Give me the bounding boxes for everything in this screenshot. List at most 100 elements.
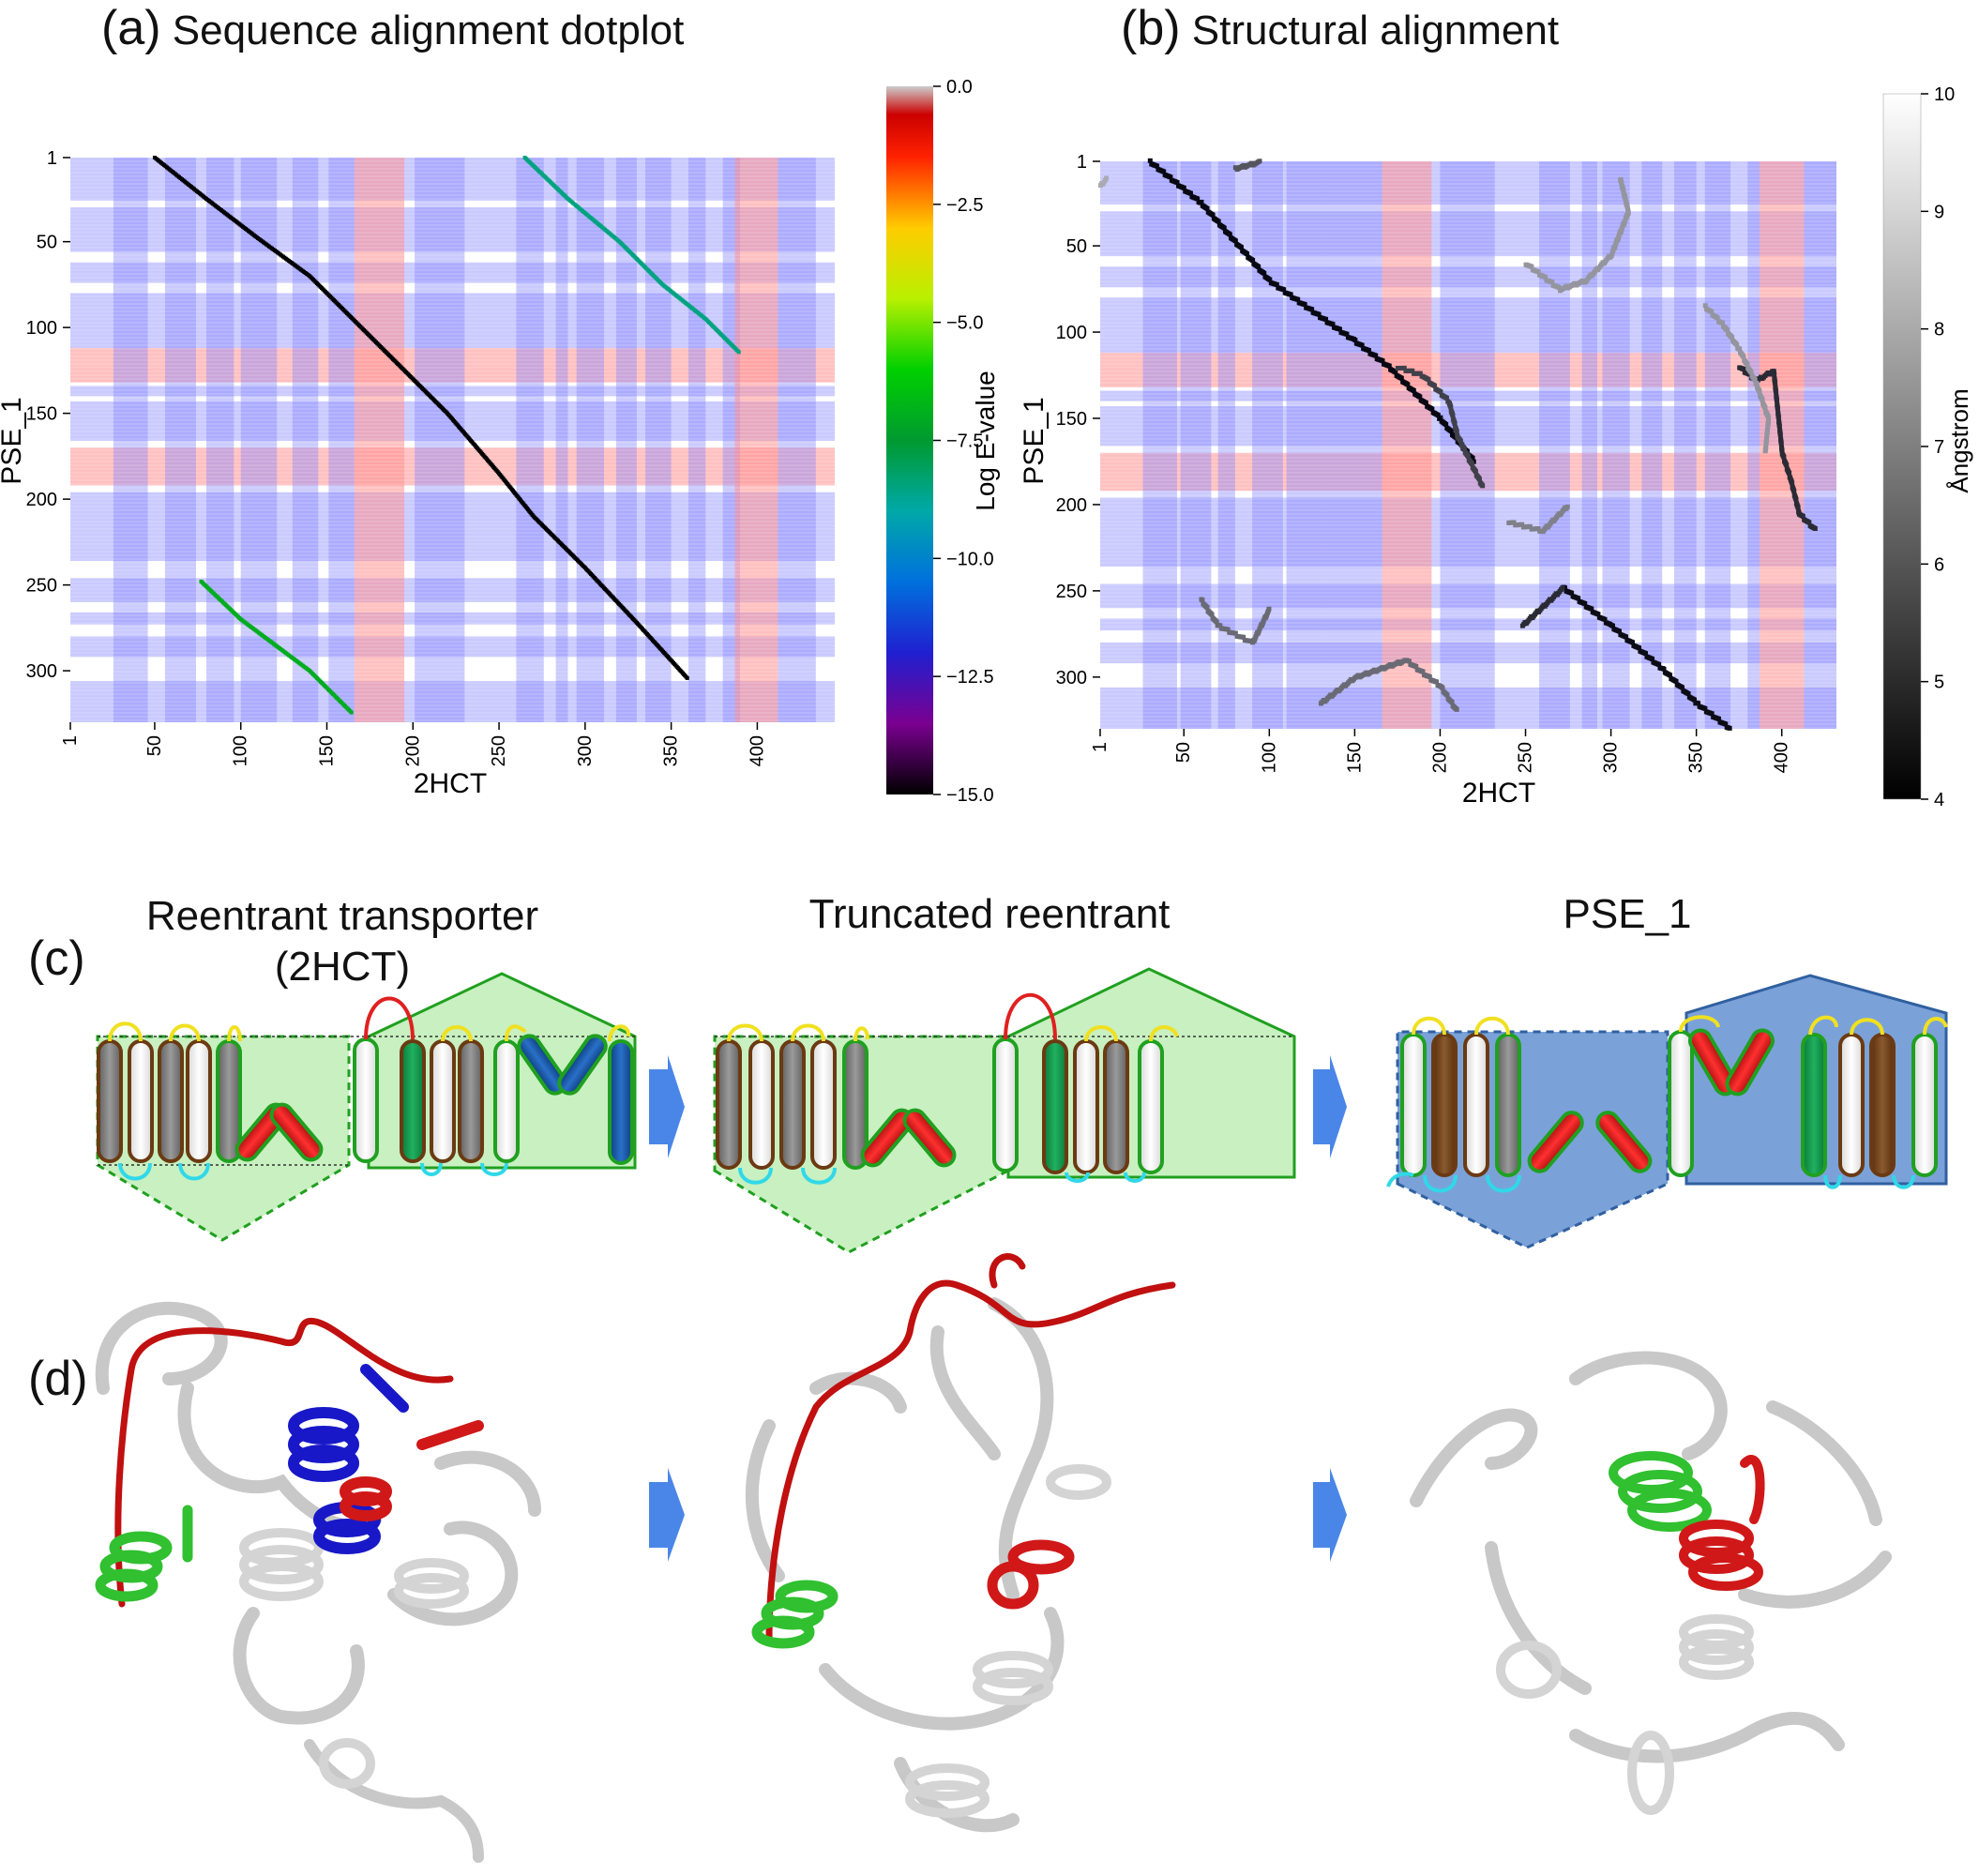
- alignment-point: [1781, 454, 1787, 460]
- panel-b-letter: (b): [1121, 1, 1181, 55]
- alignment-point: [1723, 721, 1729, 727]
- helix: [1431, 1033, 1458, 1177]
- alignment-point: [1245, 251, 1250, 257]
- transition-arrow: [1313, 1468, 1347, 1562]
- colorbar-tick-label: 10: [1934, 84, 1955, 105]
- colorbar-tick-label: 0.0: [946, 77, 973, 98]
- topology-truncated: [713, 967, 1296, 1254]
- tm-band-vertical: [1747, 161, 1760, 729]
- alignment-point: [1480, 483, 1486, 489]
- structure-truncated: [745, 1253, 1176, 1833]
- x-tick-label: 100: [1259, 742, 1279, 773]
- tm-band-vertical: [292, 158, 319, 722]
- tm-band-vertical: [1539, 161, 1570, 729]
- tm-band-horizontal: [1100, 297, 1836, 354]
- alignment-point: [1195, 196, 1201, 202]
- alignment-point: [1337, 326, 1342, 332]
- tm-band-horizontal: [1100, 211, 1836, 257]
- alignment-point: [1380, 358, 1385, 364]
- colorbar-tick-label: 4: [1934, 790, 1944, 810]
- alignment-point: [1423, 401, 1428, 406]
- alignment-point: [1748, 370, 1754, 375]
- tm-band-vertical: [1180, 161, 1212, 729]
- y-tick-label: 50: [37, 233, 57, 253]
- tm-band-horizontal: [1100, 583, 1836, 609]
- dotplot-b-points: [1098, 158, 1818, 731]
- alignment-point: [1449, 700, 1455, 705]
- alignment-point: [1359, 342, 1365, 348]
- alignment-point: [1806, 520, 1812, 525]
- alignment-point: [1232, 238, 1238, 244]
- x-tick-label: 250: [489, 735, 509, 766]
- helix: [493, 1039, 520, 1163]
- alignment-point: [1519, 522, 1525, 527]
- x-tick-label: 1: [60, 735, 81, 746]
- alignment-point: [1793, 496, 1799, 502]
- stage-2-title: Truncated reentrant: [808, 891, 1171, 937]
- helix: [186, 1039, 212, 1163]
- alignment-point: [1795, 505, 1801, 510]
- tm-band-vertical: [1252, 161, 1283, 729]
- alignment-point: [1473, 469, 1478, 475]
- alignment-point: [1444, 692, 1450, 698]
- alignment-point: [1763, 441, 1769, 446]
- helix: [1400, 1033, 1427, 1177]
- y-tick-label: 150: [1056, 409, 1087, 430]
- alignment-point: [1812, 526, 1818, 532]
- alignment-point: [1454, 429, 1459, 434]
- dotplot-a-colorbar-ticks: 0.0 −2.5 −5.0 −7.5 −10.0 −12.5 −15.0: [933, 77, 994, 806]
- y-tick-label: 100: [1056, 323, 1087, 343]
- helix: [1463, 1033, 1489, 1177]
- reentrant-band-horizontal: [70, 447, 835, 486]
- alignment-point: [1725, 327, 1730, 333]
- dotplot-b-bands: [1100, 160, 1836, 729]
- y-tick-label: 150: [26, 404, 57, 425]
- transition-arrow: [649, 1468, 685, 1562]
- alignment-point: [1775, 406, 1780, 412]
- colorbar-tick-label: −5.0: [946, 313, 983, 334]
- alignment-point: [1775, 415, 1781, 420]
- alignment-point: [1542, 274, 1548, 280]
- alignment-point: [1774, 389, 1779, 395]
- alignment-point: [1778, 441, 1784, 446]
- alignment-point: [1200, 598, 1205, 603]
- topology-pse1: [1386, 974, 1948, 1249]
- alignment-point: [1267, 277, 1273, 282]
- helix: [1668, 1030, 1694, 1177]
- tm-band-horizontal: [70, 578, 835, 602]
- x-tick-label: 350: [661, 735, 682, 766]
- alignment-point: [1443, 395, 1449, 401]
- alignment-point: [1330, 322, 1336, 327]
- colorbar-tick-label: −10.0: [946, 549, 994, 569]
- alignment-point: [1692, 697, 1698, 703]
- tm-band-vertical: [1286, 161, 1321, 729]
- tm-band-vertical: [206, 158, 234, 722]
- alignment-point: [1696, 701, 1701, 706]
- dotplot-a-bands: [70, 157, 835, 722]
- panel-a-heading: Sequence alignment dotplot: [172, 8, 685, 53]
- alignment-point: [1790, 480, 1795, 486]
- alignment-point: [1420, 669, 1426, 674]
- reentrant-helix: [1725, 1028, 1775, 1097]
- alignment-point: [1443, 421, 1449, 427]
- alignment-point: [1452, 420, 1458, 426]
- tm-band-vertical: [1142, 161, 1177, 729]
- alignment-point: [1549, 280, 1555, 285]
- y-tick-label: 300: [26, 661, 57, 682]
- alignment-point: [1413, 663, 1419, 669]
- x-tick-label: 150: [317, 735, 338, 766]
- transition-arrow: [1313, 1055, 1347, 1158]
- x-tick-label: 200: [402, 735, 423, 766]
- panel-c-letter: (c): [28, 931, 85, 986]
- alignment-point: [1469, 461, 1474, 467]
- alignment-point: [1772, 371, 1777, 377]
- alignment-point: [1161, 169, 1167, 174]
- tm-band-horizontal: [70, 681, 835, 722]
- alignment-point: [1440, 685, 1445, 690]
- alignment-point: [1702, 705, 1708, 711]
- x-tick-label: 400: [1772, 742, 1792, 773]
- tm-band-vertical: [1804, 161, 1836, 729]
- alignment-point: [1295, 296, 1301, 302]
- helix: [1042, 1039, 1068, 1174]
